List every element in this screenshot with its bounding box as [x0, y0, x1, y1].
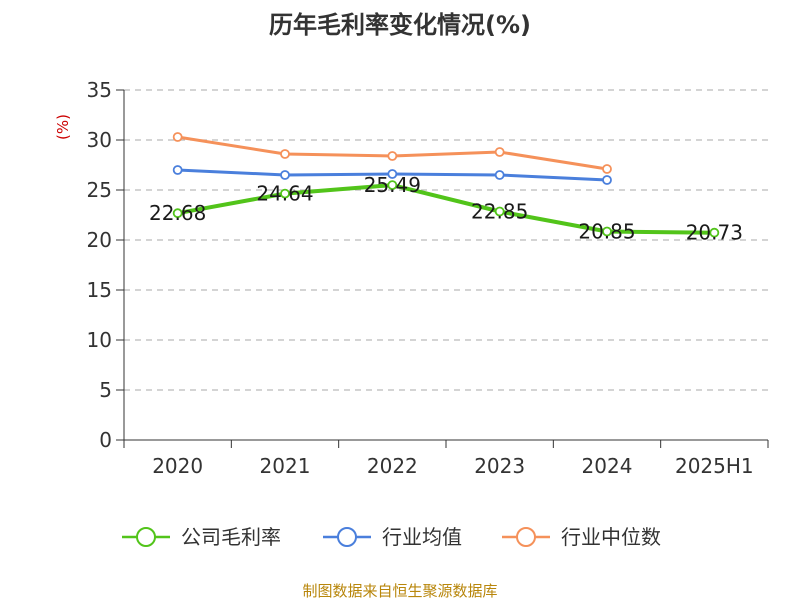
series-line [177, 183, 715, 235]
data-point[interactable] [280, 188, 290, 199]
y-tick-label: 35 [87, 78, 112, 102]
x-tick-label: 2024 [582, 454, 633, 478]
x-tick-label: 2025H1 [675, 454, 754, 478]
data-point[interactable] [172, 208, 183, 219]
series-2 [172, 132, 612, 174]
legend-label: 行业均值 [382, 525, 462, 549]
x-tick-label: 2020 [152, 454, 203, 478]
data-labels: 22.68 24.64 25.49 22.85 20.85 20.73 [149, 173, 743, 245]
data-point[interactable] [387, 151, 398, 161]
data-label: 20.85 [578, 220, 635, 244]
series-group [172, 132, 720, 238]
data-label: 22.85 [471, 200, 528, 224]
chart-title: 历年毛利率变化情况(%) [269, 11, 531, 39]
y-tick-label: 5 [99, 378, 112, 402]
data-point[interactable] [494, 170, 505, 180]
data-point[interactable] [602, 164, 612, 174]
data-label: 25.49 [364, 173, 421, 197]
x-tick-label: 2022 [367, 454, 418, 478]
y-tick-label: 30 [87, 128, 112, 152]
legend[interactable]: 公司毛利率 行业均值 行业中位数 [122, 525, 661, 549]
series-1 [172, 165, 612, 185]
data-label: 24.64 [256, 182, 313, 206]
data-point[interactable] [709, 227, 720, 238]
legend-item-2[interactable]: 行业中位数 [502, 525, 661, 549]
y-axis-label: (%) [54, 114, 72, 140]
series-0 [172, 180, 720, 238]
axes [116, 89, 769, 448]
data-label: 20.73 [686, 221, 743, 245]
legend-swatch-marker [516, 527, 536, 547]
legend-label: 行业中位数 [561, 525, 661, 549]
data-point[interactable] [602, 226, 612, 237]
y-tick-label: 0 [99, 428, 112, 452]
data-label: 22.68 [149, 201, 206, 225]
grid-lines [124, 89, 768, 391]
y-tick-label: 25 [87, 178, 112, 202]
data-point[interactable] [172, 132, 183, 142]
source-note: 制图数据来自恒生聚源数据库 [302, 582, 497, 600]
legend-item-0[interactable]: 公司毛利率 [122, 525, 281, 549]
data-point[interactable] [387, 169, 398, 179]
data-point[interactable] [280, 149, 290, 159]
tick-labels: 0 5 10 15 20 25 30 35 2020 2021 2022 2023 2024 2025H1 [87, 78, 754, 478]
data-point[interactable] [494, 206, 505, 217]
data-point[interactable] [387, 180, 398, 191]
data-point[interactable] [172, 165, 183, 175]
y-tick-label: 20 [87, 228, 112, 252]
y-tick-label: 10 [87, 328, 112, 352]
x-tick-label: 2023 [474, 454, 525, 478]
data-point[interactable] [602, 175, 612, 185]
y-tick-label: 15 [87, 278, 112, 302]
data-point[interactable] [494, 147, 505, 157]
legend-swatch-marker [136, 527, 156, 547]
legend-swatch-marker [337, 527, 357, 547]
legend-item-1[interactable]: 行业均值 [323, 525, 462, 549]
x-tick-label: 2021 [260, 454, 311, 478]
data-point[interactable] [280, 170, 290, 180]
legend-label: 公司毛利率 [181, 525, 281, 549]
